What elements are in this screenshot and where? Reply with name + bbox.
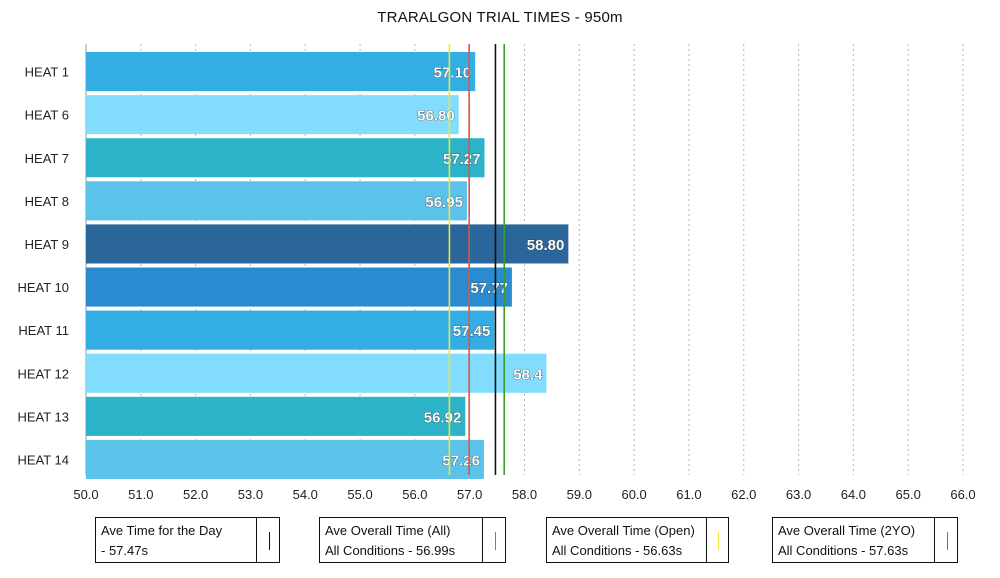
category-label: HEAT 12 — [17, 366, 69, 381]
x-tick-label: 54.0 — [293, 487, 318, 502]
data-label: 56.95 — [425, 194, 463, 211]
bar-chart: 50.0 51.0 52.0 53.0 54.0 55.0 56.0 57.0 58.0 59.0… — [17, 44, 976, 502]
data-label: 57.77 — [470, 280, 508, 297]
legend-item: Ave Overall Time (Open) All Conditions - … — [546, 517, 729, 563]
legend-item: Ave Overall Time (All) All Conditions - 5… — [319, 517, 506, 563]
category-label: HEAT 1 — [25, 65, 69, 80]
x-tick-label: 56.0 — [402, 487, 427, 502]
legend-divider — [934, 518, 935, 562]
legend-line-swatch — [495, 532, 496, 550]
data-label: 57.26 — [442, 452, 480, 469]
x-tick-label: 64.0 — [841, 487, 866, 502]
data-label: 57.10 — [434, 65, 472, 82]
data-label: 56.92 — [424, 409, 462, 426]
legend-item: Ave Overall Time (2YO) All Conditions - 5… — [772, 517, 958, 563]
data-label: 57.27 — [443, 151, 481, 168]
bar — [86, 138, 485, 178]
x-tick-label: 59.0 — [567, 487, 592, 502]
category-label: HEAT 10 — [17, 280, 69, 295]
legend-label: Ave Overall Time (2YO) All Conditions - 5… — [778, 521, 915, 561]
legend-label-line2: All Conditions - 56.99s — [325, 543, 456, 558]
legend-line-swatch — [718, 532, 719, 550]
legend-line-swatch — [947, 532, 948, 550]
legend-divider — [256, 518, 257, 562]
legend-label-line1: Ave Overall Time (All) — [325, 523, 451, 538]
legend-divider — [706, 518, 707, 562]
category-label: HEAT 13 — [17, 409, 69, 424]
x-tick-label: 52.0 — [183, 487, 208, 502]
legend-line-swatch — [269, 532, 270, 550]
x-tick-label: 60.0 — [621, 487, 646, 502]
x-tick-label: 58.0 — [512, 487, 537, 502]
legend-label: Ave Overall Time (Open) All Conditions - … — [552, 521, 695, 561]
legend-label-line2: All Conditions - 56.63s — [552, 543, 683, 558]
bar — [86, 439, 484, 479]
x-tick-label: 53.0 — [238, 487, 263, 502]
bar — [86, 224, 569, 264]
bar — [86, 52, 476, 92]
data-label: 57.45 — [453, 323, 491, 340]
data-label: 56.80 — [417, 108, 455, 125]
x-tick-label: 55.0 — [347, 487, 372, 502]
x-tick-label: 51.0 — [128, 487, 153, 502]
legend-label-line1: Ave Time for the Day — [101, 523, 223, 538]
x-tick-label: 57.0 — [457, 487, 482, 502]
x-tick-label: 50.0 — [73, 487, 98, 502]
x-tick-label: 65.0 — [896, 487, 921, 502]
legend-label-line2: - 57.47s — [101, 543, 148, 558]
category-label: HEAT 7 — [25, 151, 69, 166]
legend-label: Ave Time for the Day - 57.47s — [101, 521, 222, 561]
x-tick-label: 63.0 — [786, 487, 811, 502]
legend-label-line2: All Conditions - 57.63s — [778, 543, 909, 558]
category-label: HEAT 14 — [17, 452, 69, 467]
chart-title: TRARALGON TRIAL TIMES - 950m — [377, 9, 623, 26]
x-tick-label: 61.0 — [676, 487, 701, 502]
legend-divider — [482, 518, 483, 562]
x-tick-label: 62.0 — [731, 487, 756, 502]
bar — [86, 267, 512, 307]
data-label: 58.80 — [527, 237, 565, 254]
bar — [86, 353, 547, 393]
bar — [86, 181, 467, 221]
category-label: HEAT 11 — [18, 323, 69, 338]
category-label: HEAT 9 — [25, 237, 69, 252]
legend-label-line1: Ave Overall Time (2YO) — [778, 523, 916, 538]
bar — [86, 310, 495, 350]
category-label: HEAT 8 — [25, 194, 69, 209]
bar — [86, 396, 466, 436]
bar — [86, 95, 459, 135]
legend-item: Ave Time for the Day - 57.47s — [95, 517, 280, 563]
category-label: HEAT 6 — [25, 108, 69, 123]
legend-label: Ave Overall Time (All) All Conditions - 5… — [325, 521, 455, 561]
x-tick-label: 66.0 — [950, 487, 975, 502]
data-label: 58.4 — [513, 366, 543, 383]
legend-label-line1: Ave Overall Time (Open) — [552, 523, 695, 538]
